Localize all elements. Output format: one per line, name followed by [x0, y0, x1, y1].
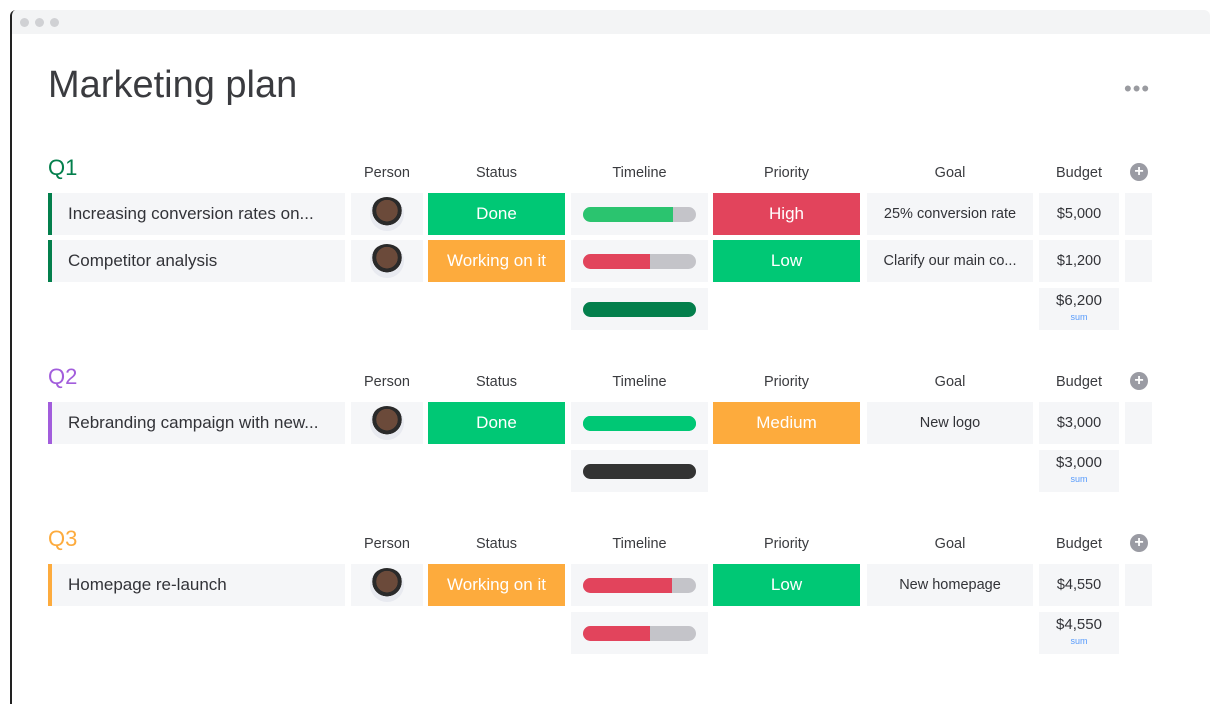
goal-cell[interactable]: 25% conversion rate — [867, 193, 1033, 235]
column-header-goal[interactable]: Goal — [934, 374, 966, 390]
timeline-bar — [583, 206, 696, 222]
column-header-priority[interactable]: Priority — [763, 536, 810, 552]
group-title[interactable]: Q3 — [48, 526, 78, 551]
goal-cell[interactable]: New logo — [867, 402, 1033, 444]
column-header-timeline[interactable]: Timeline — [612, 536, 667, 552]
status-badge[interactable]: Working on it — [428, 240, 565, 282]
empty-cell[interactable] — [1125, 564, 1152, 606]
column-header-goal[interactable]: Goal — [934, 536, 966, 552]
column-header-status[interactable]: Status — [475, 536, 518, 552]
column-header-status[interactable]: Status — [475, 165, 518, 181]
column-header-budget[interactable]: Budget — [1056, 374, 1102, 390]
person-cell[interactable] — [351, 564, 423, 606]
timeline-fill — [583, 415, 696, 431]
item-name[interactable]: Rebranding campaign with new... — [48, 402, 345, 444]
status-badge[interactable]: Working on it — [428, 564, 565, 606]
column-header-person[interactable]: Person — [364, 374, 410, 390]
timeline-bar — [583, 415, 696, 431]
priority-badge[interactable]: Low — [713, 240, 860, 282]
budget-sum-label: sum — [1070, 312, 1088, 322]
column-header-timeline[interactable]: Timeline — [612, 165, 667, 181]
priority-badge[interactable]: Medium — [713, 402, 860, 444]
window-dot[interactable] — [50, 17, 59, 27]
timeline-bar — [583, 577, 696, 593]
column-header-priority[interactable]: Priority — [763, 374, 810, 390]
budget-cell[interactable]: $3,000 — [1039, 402, 1119, 444]
timeline-bar — [583, 253, 696, 269]
budget-sum: $3,000 sum — [1039, 450, 1119, 492]
timeline-summary-fill — [583, 463, 696, 479]
status-badge[interactable]: Done — [428, 402, 565, 444]
add-column-icon[interactable]: + — [1130, 534, 1148, 552]
timeline-fill — [583, 206, 674, 222]
goal-cell[interactable]: New homepage — [867, 564, 1033, 606]
window-dot[interactable] — [20, 17, 29, 27]
more-options-icon[interactable]: ••• — [1124, 76, 1151, 101]
item-name[interactable]: Competitor analysis — [48, 240, 345, 282]
timeline-summary-fill — [583, 301, 696, 317]
column-header-person[interactable]: Person — [364, 165, 410, 181]
add-column-icon[interactable]: + — [1130, 372, 1148, 390]
status-badge[interactable]: Done — [428, 193, 565, 235]
empty-cell[interactable] — [1125, 402, 1152, 444]
timeline-summary-fill — [583, 625, 650, 641]
column-header-person[interactable]: Person — [364, 536, 410, 552]
budget-sum: $4,550 sum — [1039, 612, 1119, 654]
column-header-status[interactable]: Status — [475, 374, 518, 390]
column-header-budget[interactable]: Budget — [1056, 536, 1102, 552]
window-titlebar — [12, 10, 1210, 34]
column-header-goal[interactable]: Goal — [934, 165, 966, 181]
budget-sum-label: sum — [1070, 636, 1088, 646]
timeline-summary — [571, 450, 708, 492]
budget-cell[interactable]: $4,550 — [1039, 564, 1119, 606]
avatar — [370, 244, 404, 278]
avatar — [370, 197, 404, 231]
timeline-fill — [583, 577, 673, 593]
budget-sum-value: $3,000 — [1056, 454, 1102, 471]
avatar — [370, 568, 404, 602]
timeline-summary-bar — [583, 625, 696, 641]
priority-badge[interactable]: High — [713, 193, 860, 235]
timeline-summary-bar — [583, 301, 696, 317]
priority-badge[interactable]: Low — [713, 564, 860, 606]
item-name[interactable]: Increasing conversion rates on... — [48, 193, 345, 235]
column-header-priority[interactable]: Priority — [763, 165, 810, 181]
person-cell[interactable] — [351, 240, 423, 282]
timeline-cell[interactable] — [571, 564, 708, 606]
timeline-summary-bar — [583, 463, 696, 479]
timeline-fill — [583, 253, 650, 269]
add-column-icon[interactable]: + — [1130, 163, 1148, 181]
column-header-budget[interactable]: Budget — [1056, 165, 1102, 181]
timeline-cell[interactable] — [571, 193, 708, 235]
budget-sum-value: $6,200 — [1056, 292, 1102, 309]
empty-cell[interactable] — [1125, 193, 1152, 235]
budget-cell[interactable]: $5,000 — [1039, 193, 1119, 235]
column-header-timeline[interactable]: Timeline — [612, 374, 667, 390]
budget-sum-value: $4,550 — [1056, 616, 1102, 633]
group-title[interactable]: Q2 — [48, 364, 78, 389]
empty-cell[interactable] — [1125, 240, 1152, 282]
item-name[interactable]: Homepage re-launch — [48, 564, 345, 606]
page-title: Marketing plan — [48, 64, 298, 106]
window-dot[interactable] — [35, 17, 44, 27]
avatar — [370, 406, 404, 440]
person-cell[interactable] — [351, 193, 423, 235]
timeline-summary — [571, 612, 708, 654]
person-cell[interactable] — [351, 402, 423, 444]
budget-cell[interactable]: $1,200 — [1039, 240, 1119, 282]
timeline-cell[interactable] — [571, 240, 708, 282]
timeline-summary — [571, 288, 708, 330]
budget-sum: $6,200 sum — [1039, 288, 1119, 330]
goal-cell[interactable]: Clarify our main co... — [867, 240, 1033, 282]
group-title[interactable]: Q1 — [48, 155, 78, 180]
budget-sum-label: sum — [1070, 474, 1088, 484]
timeline-cell[interactable] — [571, 402, 708, 444]
